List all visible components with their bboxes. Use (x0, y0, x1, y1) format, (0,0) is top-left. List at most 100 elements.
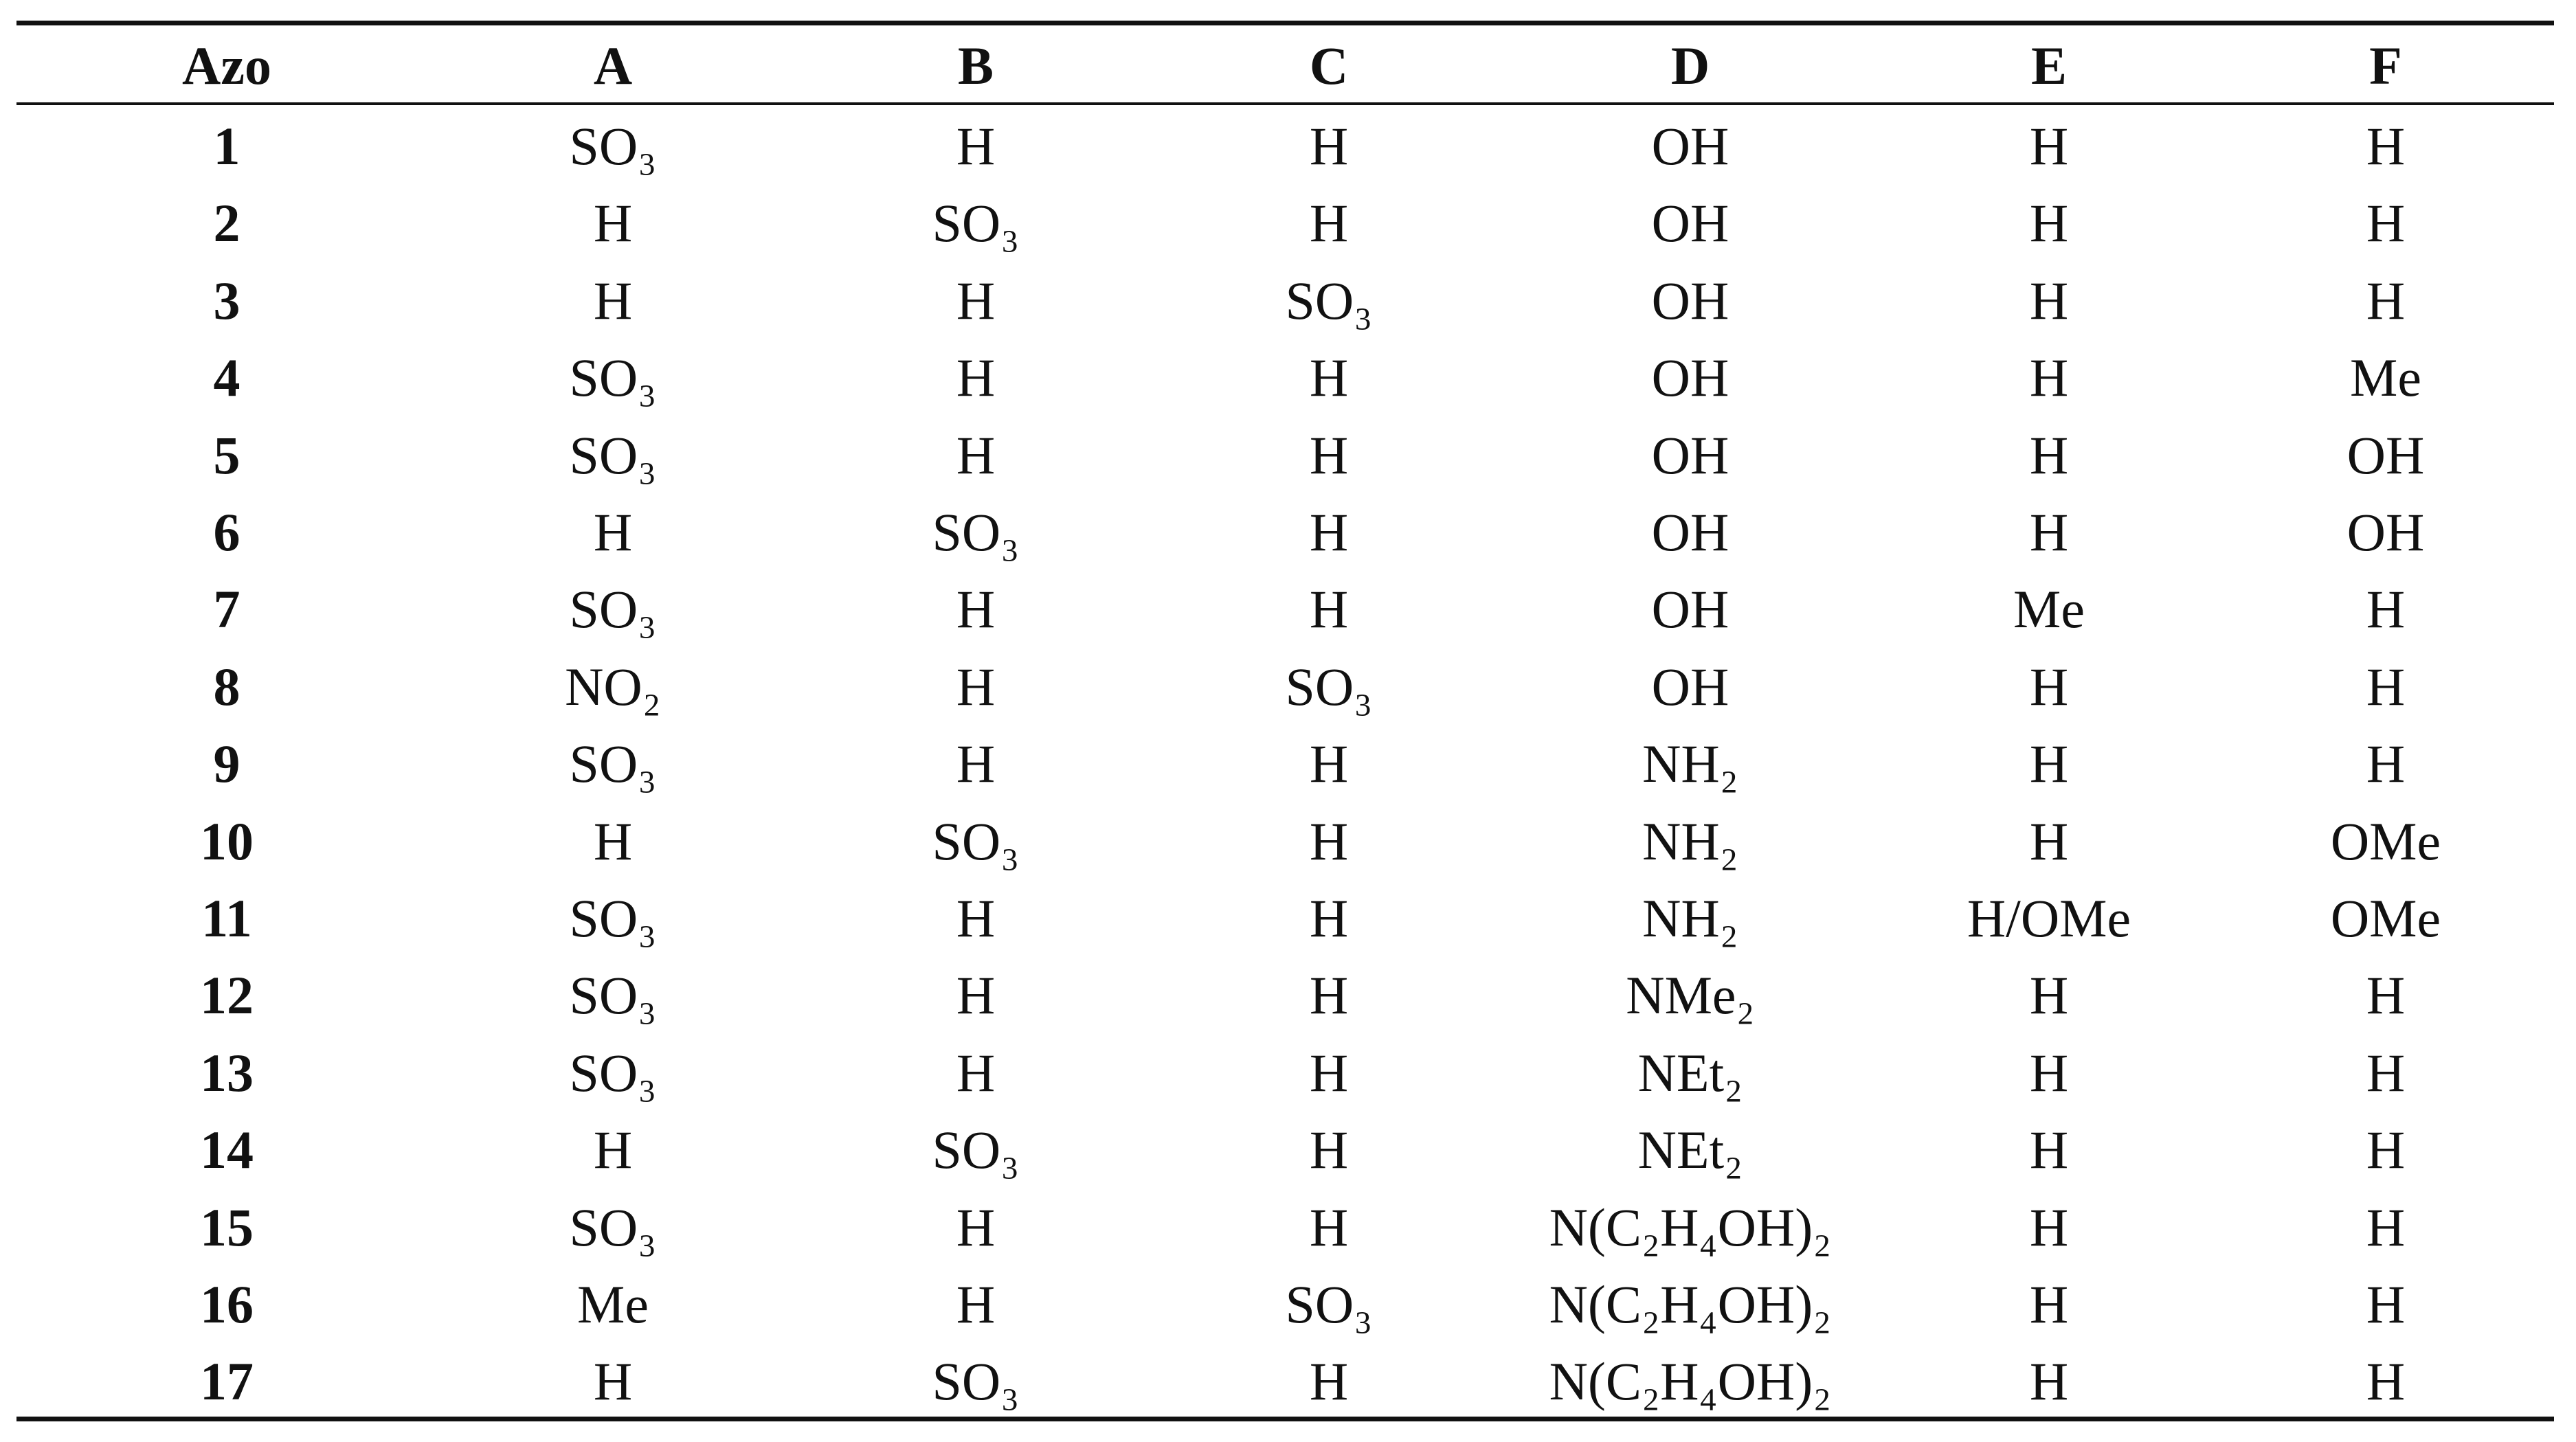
header-rule (16, 102, 2554, 105)
table-cell: H (1309, 811, 1349, 871)
table-cell: NH₂ (1642, 734, 1738, 794)
table-cell: N(C₂H₄OH)₂ (1549, 1197, 1832, 1257)
table-cell: H (2029, 1042, 2069, 1103)
table-cell: H (2029, 1120, 2069, 1180)
table-cell: H (956, 579, 996, 640)
table-cell: H (2366, 1042, 2406, 1103)
table-cell: SO₃ (569, 348, 657, 408)
table-cell: SO₃ (569, 734, 657, 794)
table-cell: SO₃ (569, 965, 657, 1026)
table-cell: H (956, 348, 996, 408)
table-cell: H (2029, 348, 2069, 408)
table-cell: H (956, 270, 996, 330)
table-cell: H (2029, 811, 2069, 871)
table-cell: H (956, 1042, 996, 1103)
table-cell: SO₃ (932, 811, 1020, 871)
table-cell: H (1309, 1351, 1349, 1412)
table-cell: H (956, 1197, 996, 1257)
table-cell: SO₃ (1285, 270, 1373, 330)
table-cell: NH₂ (1642, 811, 1738, 871)
table-cell: H (2366, 193, 2406, 254)
table-cell: OH (1651, 425, 1729, 485)
table-cell: SO₃ (569, 579, 657, 640)
table-cell: H (2366, 116, 2406, 176)
table-cell: H (2366, 1197, 2406, 1257)
table-cell: OH (1651, 348, 1729, 408)
table-cell: H (1309, 502, 1349, 562)
table-cell: SO₃ (932, 502, 1020, 562)
table-cell: H (2366, 1351, 2406, 1412)
table-cell: H (593, 270, 633, 330)
table-cell: H/OMe (1967, 888, 2131, 948)
table-cell: H (1309, 1042, 1349, 1103)
table-cell: SO₃ (932, 1120, 1020, 1180)
table-cell: Me (2350, 348, 2421, 408)
table-cell: OH (2347, 425, 2425, 485)
table-cell: H (2366, 270, 2406, 330)
table-cell: SO₃ (1285, 1274, 1373, 1334)
row-label: 1 (213, 116, 240, 176)
row-label: 8 (213, 656, 240, 717)
table-cell: H (2029, 656, 2069, 717)
header-cell: D (1670, 36, 1710, 95)
row-label: 12 (200, 965, 254, 1026)
table-cell: N(C₂H₄OH)₂ (1549, 1351, 1832, 1412)
table-cell: H (1309, 116, 1349, 176)
table-cell: H (2029, 502, 2069, 562)
table-cell: SO₃ (569, 1197, 657, 1257)
table-cell: SO₃ (569, 888, 657, 948)
table-cell: H (956, 116, 996, 176)
table-cell: OH (1651, 193, 1729, 254)
row-label: 7 (213, 579, 240, 640)
table-cell: H (956, 734, 996, 794)
header-cell: E (2030, 36, 2068, 95)
top-rule (16, 21, 2554, 25)
table-cell: H (2366, 965, 2406, 1026)
row-label: 15 (200, 1197, 254, 1257)
table-cell: H (1309, 579, 1349, 640)
table-cell: SO₃ (932, 1351, 1020, 1412)
table-cell: H (2029, 116, 2069, 176)
table-cell: NO₂ (565, 656, 661, 717)
table-cell: H (2029, 1274, 2069, 1334)
table-cell: OH (1651, 656, 1729, 717)
table-cell: H (1309, 734, 1349, 794)
table-cell: H (1309, 348, 1349, 408)
table-cell: H (2029, 734, 2069, 794)
row-label: 9 (213, 734, 240, 794)
table-cell: SO₃ (569, 425, 657, 485)
table-cell: H (956, 965, 996, 1026)
table-cell: SO₃ (569, 116, 657, 176)
header-cell: C (1309, 36, 1349, 95)
table-cell: N(C₂H₄OH)₂ (1549, 1274, 1832, 1334)
table-cell: H (956, 1274, 996, 1334)
table-cell: H (593, 1120, 633, 1180)
table-cell: H (1309, 1120, 1349, 1180)
table-cell: OH (1651, 502, 1729, 562)
row-label: 5 (213, 425, 240, 485)
table-cell: H (1309, 965, 1349, 1026)
table-cell: H (2366, 1120, 2406, 1180)
table-cell: H (2366, 734, 2406, 794)
table-cell: NMe₂ (1626, 965, 1755, 1026)
row-label: 4 (213, 348, 240, 408)
row-label: 17 (200, 1351, 254, 1412)
table-cell: H (1309, 193, 1349, 254)
table-cell: H (1309, 888, 1349, 948)
row-label: 6 (213, 502, 240, 562)
table-cell: NH₂ (1642, 888, 1738, 948)
row-label: 11 (201, 888, 252, 948)
table-cell: H (956, 656, 996, 717)
table-cell: OMe (2330, 811, 2441, 871)
table-cell: NEt₂ (1637, 1120, 1743, 1180)
table-cell: Me (2013, 579, 2085, 640)
table-cell: Me (577, 1274, 649, 1334)
table-cell: H (2029, 1197, 2069, 1257)
table-cell: H (2029, 193, 2069, 254)
table-cell: H (1309, 1197, 1349, 1257)
table-cell: H (2366, 656, 2406, 717)
table-cell: H (2029, 1351, 2069, 1412)
row-label: 3 (213, 270, 240, 330)
table-cell: H (956, 425, 996, 485)
